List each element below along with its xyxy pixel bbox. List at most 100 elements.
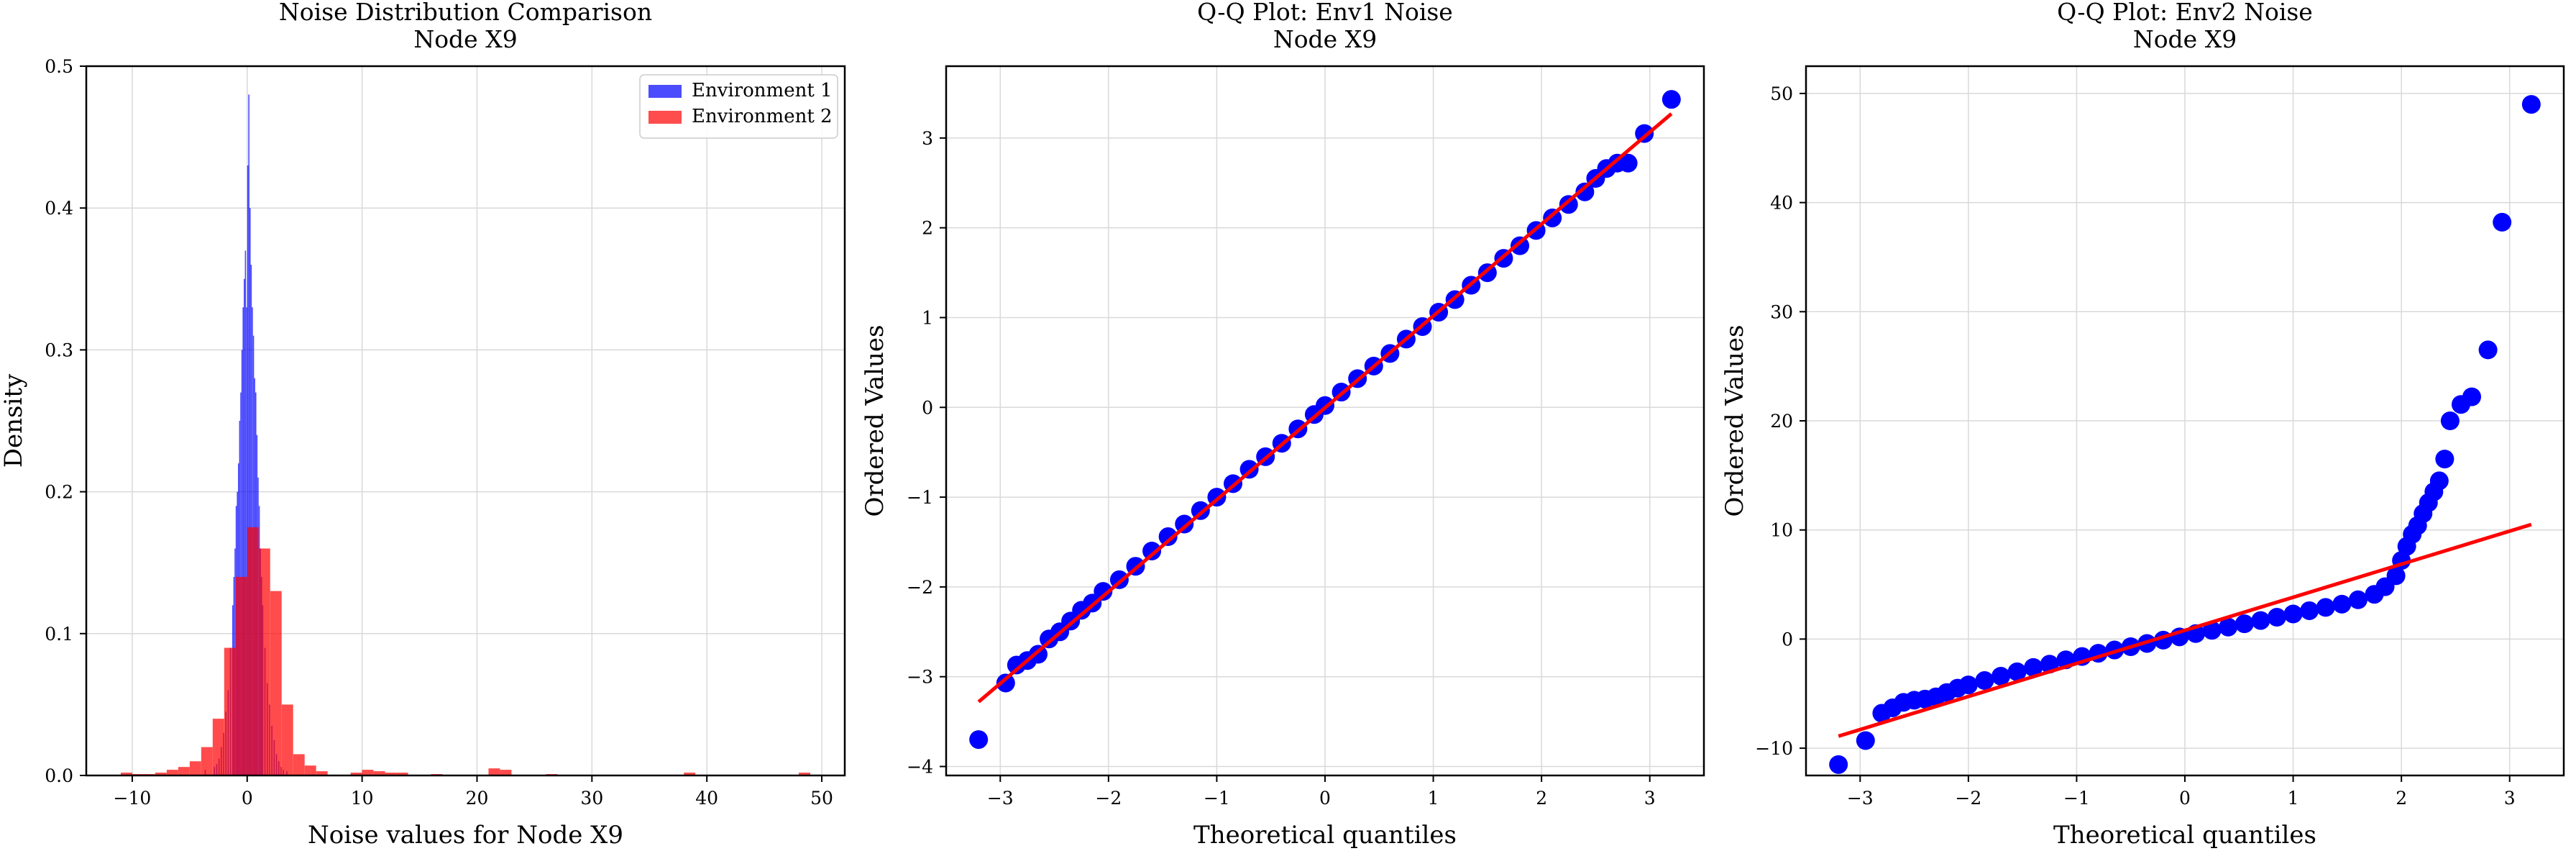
x-tick-label: 10: [351, 788, 374, 809]
chart-title: Q-Q Plot: Env1 Noise: [1197, 0, 1453, 26]
y-tick-label: 3: [922, 128, 933, 149]
y-tick-label: 20: [1770, 411, 1793, 432]
histogram-bar: [178, 767, 190, 775]
qq-point: [1618, 153, 1638, 173]
histogram-bar: [500, 770, 512, 775]
histogram-bar: [120, 773, 132, 775]
y-tick-label: 50: [1770, 83, 1793, 104]
series-environment-2: [120, 527, 811, 775]
x-tick-label: −2: [1095, 788, 1122, 809]
histogram-bar: [189, 761, 201, 775]
histogram-bar: [684, 773, 696, 775]
qq-point: [1575, 182, 1595, 201]
histogram-bar: [316, 771, 328, 775]
y-tick-label: 0.5: [45, 56, 73, 77]
x-tick-label: 1: [2288, 788, 2299, 809]
legend-box: [639, 74, 838, 139]
chart-subtitle: Node X9: [413, 25, 517, 53]
qq-point: [2429, 471, 2449, 491]
histogram-bar: [244, 250, 247, 775]
qq-point: [2234, 614, 2254, 634]
histogram-bar: [166, 770, 178, 775]
y-axis-label: Density: [0, 373, 28, 468]
chart-subtitle: Node X9: [1273, 25, 1377, 53]
histogram-bar: [201, 747, 213, 775]
qq-point: [1094, 582, 1113, 601]
chart-title: Q-Q Plot: Env2 Noise: [2057, 0, 2313, 26]
x-tick-label: 20: [466, 788, 489, 809]
x-tick-label: 2: [1536, 788, 1547, 809]
chart-subtitle: Node X9: [2133, 25, 2237, 53]
legend-label: Environment 2: [692, 106, 833, 127]
qq-point: [1975, 671, 1994, 691]
histogram-bar: [362, 770, 374, 775]
x-tick-label: 3: [2504, 788, 2516, 809]
x-tick-label: −1: [2063, 788, 2090, 809]
plot-area: [969, 90, 1681, 750]
qq-point: [996, 673, 1015, 693]
qq-point: [1158, 527, 1178, 547]
qq-point: [1142, 541, 1162, 560]
qq-point: [1856, 731, 1875, 750]
panel-2: −3 −2 −1 0 1 2 3 −4 −3 −2 −1 0 1 2 3 Q-Q Plot: Env1 Noi…: [861, 0, 1705, 850]
histogram-bar: [224, 647, 236, 775]
x-tick-label: −3: [1847, 788, 1874, 809]
x-tick-label: −2: [1955, 788, 1981, 809]
qq-point: [2440, 411, 2460, 430]
y-axis-label: Ordered Values: [861, 324, 889, 516]
histogram-bar: [304, 765, 316, 775]
histogram-bar: [212, 719, 224, 775]
x-tick-label: 3: [1644, 788, 1656, 809]
histogram-bar: [246, 307, 247, 775]
y-tick-label: 0: [922, 397, 933, 418]
plot-area: [120, 94, 811, 775]
qq-point: [2435, 450, 2454, 469]
histogram-bar: [350, 773, 362, 775]
qq-point: [2267, 608, 2286, 627]
qq-point: [1829, 755, 1848, 774]
y-tick-label: 0.0: [45, 765, 73, 786]
fit-line: [977, 112, 1673, 704]
y-tick-label: 1: [922, 307, 933, 328]
qq-point: [2007, 662, 2027, 681]
y-tick-label: 0: [1782, 629, 1793, 650]
histogram-bar: [241, 350, 243, 775]
qq-point: [2316, 598, 2335, 617]
qq-point: [2219, 617, 2238, 637]
qq-point: [2386, 566, 2406, 586]
qq-point: [1543, 208, 1562, 227]
plot-area: [1829, 95, 2541, 774]
histogram-bar: [250, 265, 252, 775]
histogram-bar: [281, 704, 293, 775]
x-axis-label: Noise values for Node X9: [308, 821, 623, 850]
y-tick-label: 30: [1770, 301, 1793, 322]
qq-point: [2202, 621, 2222, 640]
y-tick-label: 40: [1770, 193, 1793, 214]
qq-point: [1991, 666, 2011, 686]
histogram-bar: [235, 576, 247, 775]
qq-point: [2251, 611, 2270, 630]
fit-line: [1838, 522, 2532, 738]
histogram-bar: [385, 773, 397, 775]
legend: Environment 1 Environment 2: [639, 74, 838, 139]
histogram-bar: [242, 307, 244, 775]
y-tick-label: −3: [907, 667, 933, 688]
x-tick-label: 1: [1428, 788, 1439, 809]
x-tick-label: 0: [2179, 788, 2191, 809]
histogram-bar: [249, 208, 251, 775]
qq-point: [1635, 124, 1654, 143]
x-tick-label: 0: [242, 788, 253, 809]
legend-label: Environment 1: [692, 80, 833, 101]
y-tick-label: 0.1: [45, 624, 73, 645]
histogram-bar: [247, 527, 259, 775]
x-axis-label: Theoretical quantiles: [2053, 821, 2316, 850]
y-tick-label: −10: [1755, 738, 1793, 759]
qq-point: [1661, 90, 1681, 109]
qq-point: [2462, 387, 2482, 406]
histogram-bar: [293, 754, 305, 775]
y-tick-label: 0.4: [45, 198, 73, 219]
x-tick-label: 40: [695, 788, 718, 809]
qq-point: [2300, 601, 2319, 620]
histogram-bar: [248, 94, 249, 775]
